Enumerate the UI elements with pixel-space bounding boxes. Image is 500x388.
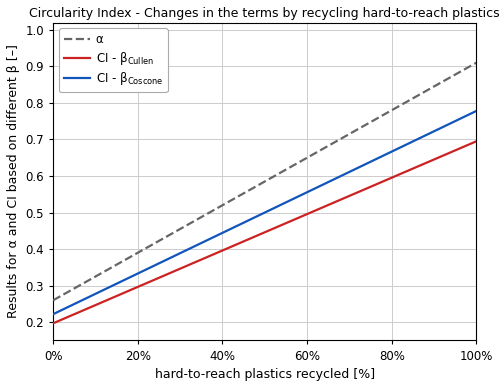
- CI - β$_\mathregular{Coscone}$: [279, 202, 285, 206]
- Line: CI - β$_\mathregular{Cullen}$: CI - β$_\mathregular{Cullen}$: [53, 141, 476, 323]
- CI - β$_\mathregular{Cullen}$: [397, 172, 403, 177]
- Line: α: α: [53, 63, 476, 300]
- CI - β$_\mathregular{Cullen}$: [474, 139, 480, 144]
- X-axis label: hard-to-reach plastics recycled [%]: hard-to-reach plastics recycled [%]: [154, 368, 375, 381]
- Line: CI - β$_\mathregular{Coscone}$: CI - β$_\mathregular{Coscone}$: [53, 111, 476, 314]
- Y-axis label: Results for α and CI based on different β [–]: Results for α and CI based on different …: [7, 45, 20, 319]
- α: [474, 61, 480, 65]
- CI - β$_\mathregular{Cullen}$: [50, 321, 56, 326]
- Title: Circularity Index - Changes in the terms by recycling hard-to-reach plastics: Circularity Index - Changes in the terms…: [30, 7, 500, 20]
- CI - β$_\mathregular{Coscone}$: [474, 109, 480, 113]
- CI - β$_\mathregular{Coscone}$: [50, 312, 56, 317]
- α: [397, 103, 403, 108]
- Legend: α, CI - β$_\mathregular{Cullen}$, CI - β$_\mathregular{Coscone}$: α, CI - β$_\mathregular{Cullen}$, CI - β…: [59, 28, 168, 92]
- CI - β$_\mathregular{Coscone}$: [302, 191, 308, 196]
- α: [251, 185, 257, 190]
- CI - β$_\mathregular{Coscone}$: [251, 215, 257, 220]
- CI - β$_\mathregular{Cullen}$: [254, 234, 260, 238]
- CI - β$_\mathregular{Cullen}$: [463, 143, 469, 148]
- α: [254, 184, 260, 188]
- CI - β$_\mathregular{Cullen}$: [251, 234, 257, 239]
- CI - β$_\mathregular{Coscone}$: [463, 114, 469, 118]
- CI - β$_\mathregular{Cullen}$: [279, 222, 285, 227]
- α: [50, 298, 56, 303]
- α: [279, 170, 285, 174]
- α: [463, 66, 469, 71]
- CI - β$_\mathregular{Coscone}$: [254, 214, 260, 219]
- α: [302, 156, 308, 161]
- CI - β$_\mathregular{Cullen}$: [302, 213, 308, 217]
- CI - β$_\mathregular{Coscone}$: [397, 145, 403, 150]
